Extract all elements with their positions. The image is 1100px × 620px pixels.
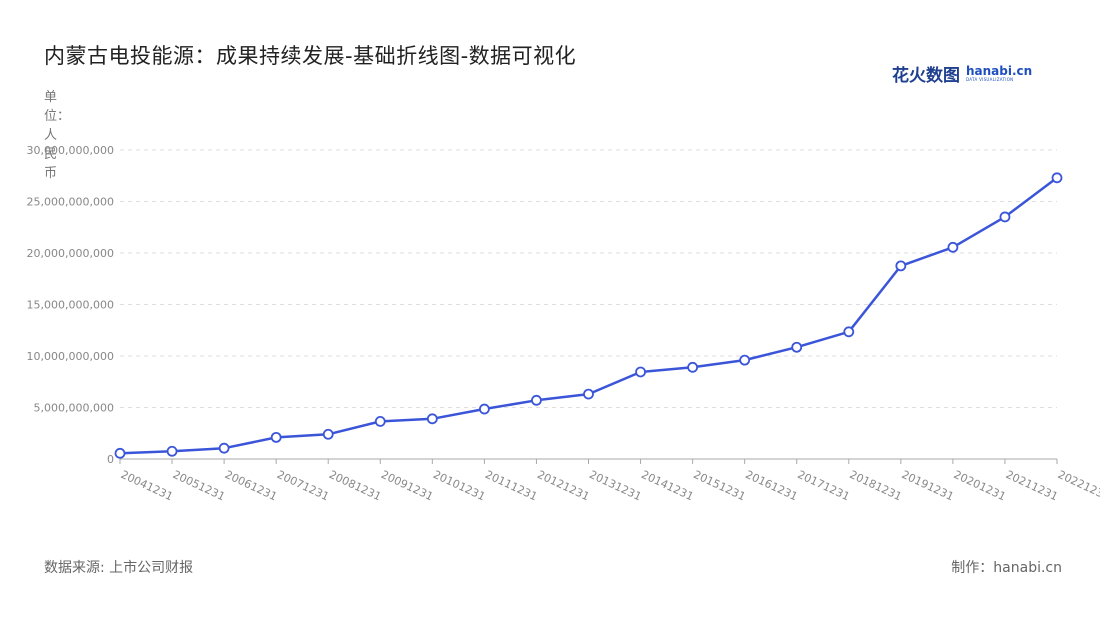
- y-tick-label: 20,000,000,000: [27, 247, 114, 260]
- y-tick-label: 10,000,000,000: [27, 350, 114, 363]
- line-layer: [119, 176, 1058, 455]
- x-tick-label: 20091231: [379, 468, 435, 503]
- x-tick-label: 20081231: [327, 468, 383, 503]
- data-point: [218, 442, 230, 454]
- x-tick-label: 20111231: [483, 468, 539, 503]
- data-point: [322, 428, 334, 440]
- data-point: [583, 388, 594, 400]
- y-tick-label: 25,000,000,000: [27, 196, 114, 209]
- data-point: [947, 241, 959, 253]
- x-tick-label: 20101231: [431, 468, 487, 503]
- x-tick-label: 20171231: [795, 468, 851, 503]
- x-tick-label: 20191231: [900, 468, 956, 503]
- grid-layer: [120, 149, 1057, 408]
- data-point: [687, 361, 699, 373]
- data-point: [739, 354, 751, 366]
- x-tick-label: 20141231: [639, 468, 695, 503]
- x-tick-label: 20051231: [171, 468, 227, 503]
- data-point: [478, 403, 490, 415]
- x-tick-label: 20161231: [743, 468, 799, 503]
- y-tick-label: 5,000,000,000: [34, 402, 114, 415]
- x-tick-label: 20121231: [535, 468, 591, 503]
- x-tick-label: 20071231: [275, 468, 331, 503]
- data-point: [999, 211, 1011, 223]
- data-point: [843, 326, 855, 338]
- data-point: [1051, 172, 1063, 184]
- series-line: [119, 176, 1058, 455]
- logo-sub-text: DATA VISUALIZATION: [966, 76, 1014, 82]
- credit-text: 制作：hanabi.cn: [951, 560, 1062, 576]
- data-point: [791, 341, 803, 353]
- x-tick-label: 20041231: [119, 468, 175, 503]
- brand-logo: 花火数图 hanabi.cn DATA VISUALIZATION: [892, 60, 1032, 86]
- x-tick-label: 20201231: [952, 468, 1008, 503]
- data-point: [374, 416, 386, 427]
- logo-en-text: hanabi.cn: [966, 63, 1033, 78]
- data-point: [426, 413, 438, 425]
- y-tick-label: 0: [107, 453, 114, 466]
- data-point: [270, 431, 282, 443]
- x-tick-label: 20131231: [587, 468, 643, 503]
- y-tick-label: 30,000,000,000: [27, 144, 114, 157]
- data-point: [114, 447, 126, 459]
- x-tick-label: 20181231: [848, 468, 904, 503]
- y-tick-label: 15,000,000,000: [27, 299, 114, 312]
- x-tick-label: 20211231: [1004, 468, 1060, 503]
- x-tick-label: 20221231: [1056, 468, 1100, 503]
- data-point: [895, 260, 907, 272]
- logo-cn-text: 花火数图: [892, 65, 960, 86]
- x-tick-label: 20061231: [223, 468, 279, 503]
- data-point: [531, 394, 542, 406]
- data-point: [635, 366, 646, 378]
- logo-en-block: hanabi.cn DATA VISUALIZATION: [966, 65, 1032, 82]
- point-layer: [114, 172, 1063, 459]
- data-source: 数据来源: 上市公司财报: [44, 560, 194, 576]
- chart-title: 内蒙古电投能源：成果持续发展-基础折线图-数据可视化: [44, 44, 577, 68]
- data-point: [166, 445, 178, 457]
- x-tick-label: 20151231: [691, 468, 747, 503]
